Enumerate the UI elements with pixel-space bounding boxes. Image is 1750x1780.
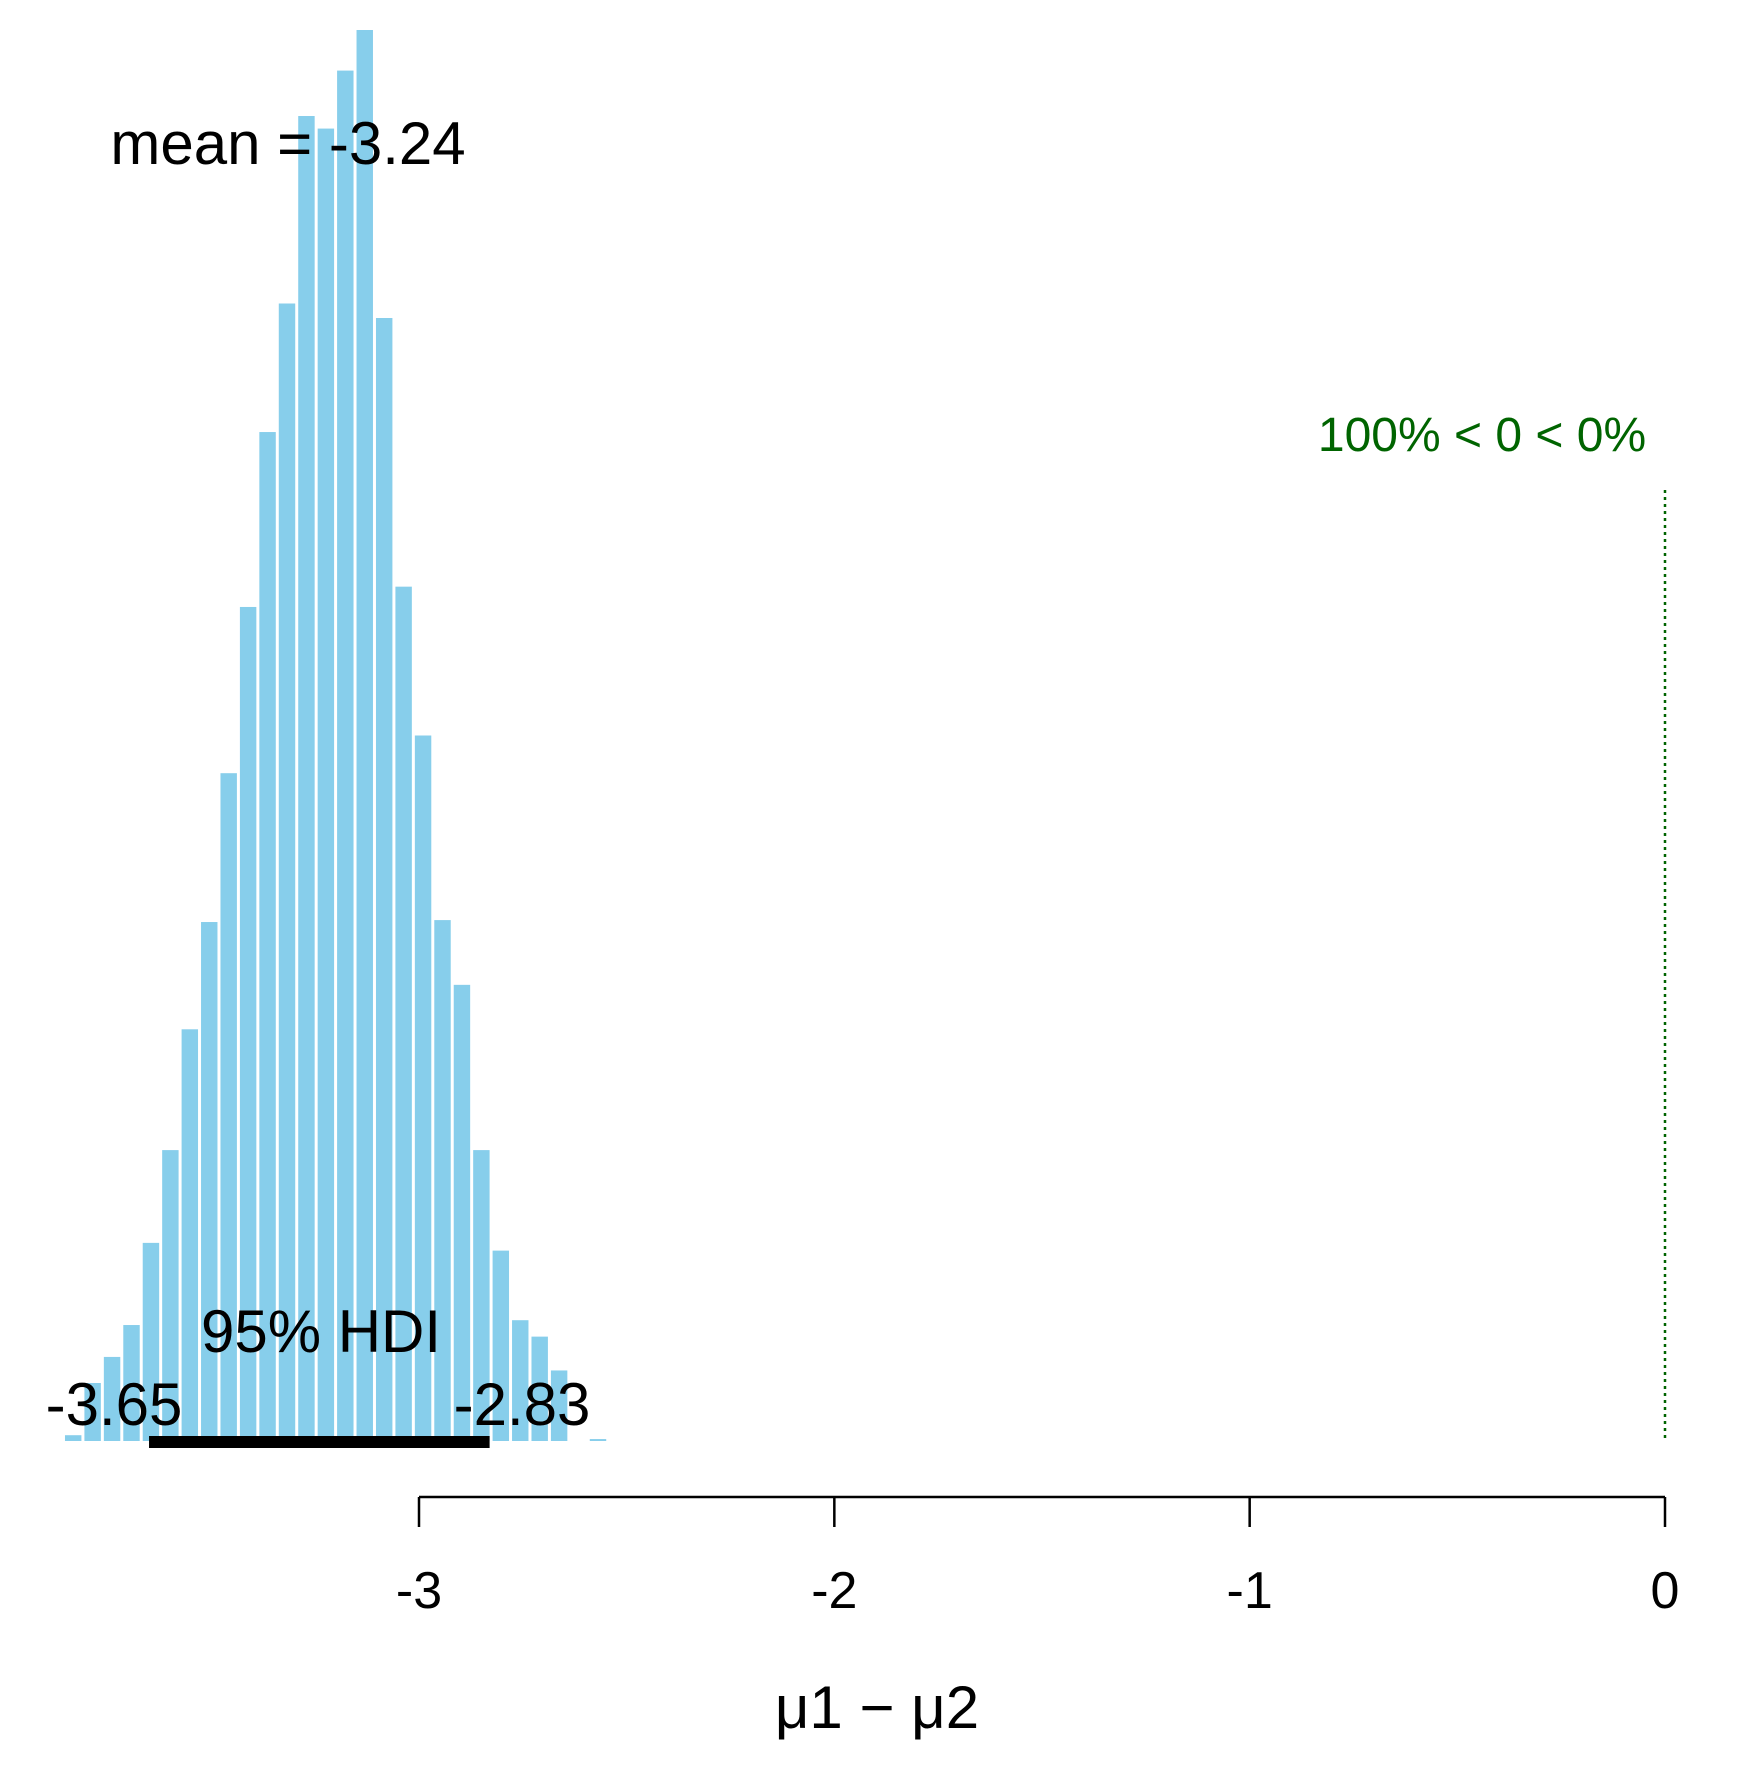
histogram-bar [259, 432, 276, 1442]
histogram-bar [453, 984, 471, 1441]
histogram-bar [123, 1325, 140, 1441]
histogram-bar [298, 116, 315, 1441]
x-axis: -3 -2 -1 0 [396, 1495, 1680, 1620]
x-axis-label: μ1 − μ2 [775, 1674, 979, 1741]
histogram-bar [589, 1439, 607, 1441]
hdi-low-label: -3.65 [46, 1371, 183, 1438]
x-tick-label: -1 [1227, 1562, 1273, 1620]
histogram-bar [414, 735, 432, 1441]
x-tick-label: -2 [811, 1562, 857, 1620]
mean-annotation: mean = -3.24 [110, 110, 465, 177]
histogram-bar [434, 920, 451, 1441]
histogram-bar [492, 1250, 510, 1441]
histogram-bar [395, 586, 412, 1441]
histogram-bar [142, 1242, 160, 1441]
histogram-bar [181, 1029, 199, 1441]
hdi-high-label: -2.83 [454, 1371, 591, 1438]
comparison-annotation: 100% < 0 < 0% [1318, 409, 1646, 462]
histogram-bar [550, 1370, 568, 1441]
histogram-bar [84, 1383, 101, 1441]
histogram-bar [375, 317, 393, 1441]
histogram-bar [337, 70, 354, 1441]
histogram-bars [64, 30, 607, 1442]
x-tick-label: 0 [1651, 1562, 1680, 1620]
hdi-title: 95% HDI [201, 1298, 441, 1365]
histogram-bar [512, 1320, 529, 1441]
histogram-bar [317, 128, 335, 1442]
histogram-bar [356, 30, 373, 1441]
histogram-bar [278, 303, 296, 1441]
histogram-bar [473, 1150, 490, 1441]
histogram-bar [103, 1356, 121, 1441]
histogram-bar [239, 606, 257, 1441]
histogram-bar [220, 773, 237, 1441]
histogram-bar [162, 1150, 179, 1441]
histogram-bar [64, 1435, 82, 1441]
histogram-bar [531, 1336, 548, 1441]
histogram-bar [201, 922, 218, 1441]
x-tick-label: -3 [396, 1562, 442, 1620]
